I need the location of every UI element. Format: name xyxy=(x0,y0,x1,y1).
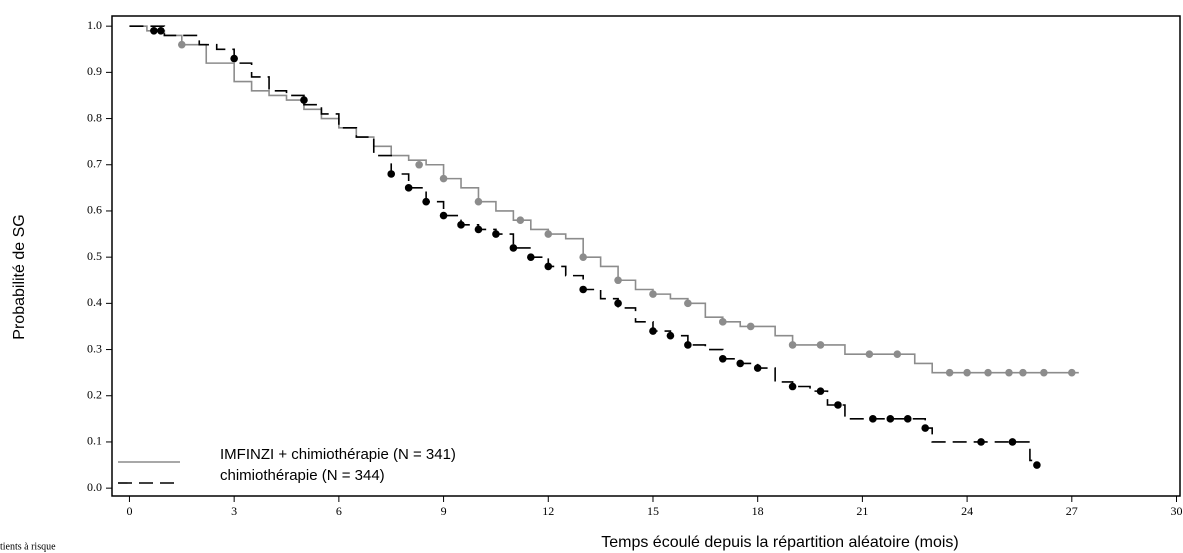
censor-mark xyxy=(1005,368,1013,377)
y-tick-label: 1.0 xyxy=(87,18,102,32)
censor-mark xyxy=(614,276,622,285)
y-tick-label: 0.6 xyxy=(87,203,102,217)
censor-mark xyxy=(474,225,483,234)
plot-frame xyxy=(111,15,1181,497)
x-tick-label: 30 xyxy=(1171,504,1183,518)
censor-mark xyxy=(415,160,423,169)
censor-mark xyxy=(718,318,727,326)
y-tick-label: 0.7 xyxy=(87,157,102,171)
censor-mark xyxy=(1033,461,1041,469)
y-axis-label: Probabilité de SG xyxy=(11,214,28,339)
censor-mark xyxy=(544,230,553,238)
legend-label: IMFINZI + chimiothérapie (N = 341) xyxy=(220,446,456,463)
censor-mark xyxy=(649,290,657,298)
censor-mark xyxy=(666,331,675,340)
censor-mark xyxy=(439,211,448,220)
censor-mark xyxy=(150,26,158,35)
censor-mark xyxy=(746,322,755,331)
y-tick-label: 0.1 xyxy=(87,434,102,448)
censor-mark xyxy=(178,40,186,49)
censor-mark xyxy=(1019,368,1027,377)
y-tick-label: 0.8 xyxy=(87,110,102,124)
censor-mark xyxy=(457,221,465,229)
censor-mark xyxy=(544,262,553,271)
y-tick-label: 0.5 xyxy=(87,249,102,263)
censor-mark xyxy=(1008,438,1017,446)
y-tick-label: 0.4 xyxy=(87,295,102,309)
censor-mark xyxy=(893,350,902,358)
legend-label: chimiothérapie (N = 344) xyxy=(220,467,385,484)
censor-mark xyxy=(509,244,518,252)
survival-curve xyxy=(129,25,1079,374)
censor-mark xyxy=(527,253,535,261)
censor-mark xyxy=(963,368,971,377)
censor-mark xyxy=(230,54,238,63)
censor-mark xyxy=(614,299,622,308)
x-tick-label: 3 xyxy=(231,504,237,518)
censor-mark xyxy=(977,438,985,446)
censor-mark xyxy=(579,253,587,261)
censor-mark xyxy=(816,387,825,395)
censor-mark xyxy=(474,197,483,206)
censor-mark xyxy=(439,174,448,183)
censor-mark xyxy=(945,368,954,377)
censor-mark xyxy=(516,216,525,224)
censor-mark xyxy=(649,327,657,335)
censor-mark xyxy=(300,96,308,104)
x-tick-label: 0 xyxy=(126,504,132,518)
censor-mark xyxy=(816,341,825,349)
censor-mark xyxy=(684,341,692,349)
censor-mark xyxy=(886,415,895,423)
y-tick-label: 0.0 xyxy=(87,480,102,494)
censor-mark xyxy=(903,415,912,423)
censor-mark xyxy=(1040,368,1048,377)
censor-mark xyxy=(1068,368,1076,377)
censor-mark xyxy=(579,285,587,294)
censor-mark xyxy=(921,424,930,432)
x-axis-label: Temps écoulé depuis la répartition aléat… xyxy=(601,534,959,551)
censor-mark xyxy=(869,415,877,423)
y-tick-label: 0.9 xyxy=(87,64,102,78)
censor-mark xyxy=(157,26,165,35)
x-tick-label: 18 xyxy=(752,504,764,518)
y-tick-label: 0.2 xyxy=(87,387,102,401)
x-tick-label: 27 xyxy=(1066,504,1078,518)
censor-mark xyxy=(865,350,874,358)
y-tick-label: 0.3 xyxy=(87,341,102,355)
censor-mark xyxy=(736,359,745,368)
x-tick-label: 21 xyxy=(856,504,868,518)
x-tick-label: 12 xyxy=(542,504,554,518)
x-tick-label: 24 xyxy=(961,504,973,518)
censor-mark xyxy=(788,341,797,349)
x-tick-label: 6 xyxy=(336,504,342,518)
censor-mark xyxy=(387,170,396,178)
footnote: tients à risque xyxy=(0,541,56,552)
censor-mark xyxy=(834,401,842,409)
censor-mark xyxy=(788,382,797,391)
censor-mark xyxy=(684,299,692,308)
x-tick-label: 15 xyxy=(647,504,659,518)
censor-mark xyxy=(984,368,992,377)
censor-mark xyxy=(404,184,413,192)
censor-mark xyxy=(753,364,762,372)
x-tick-label: 9 xyxy=(441,504,447,518)
censor-mark xyxy=(492,230,500,238)
censor-mark xyxy=(422,197,430,206)
censor-mark xyxy=(718,354,727,363)
